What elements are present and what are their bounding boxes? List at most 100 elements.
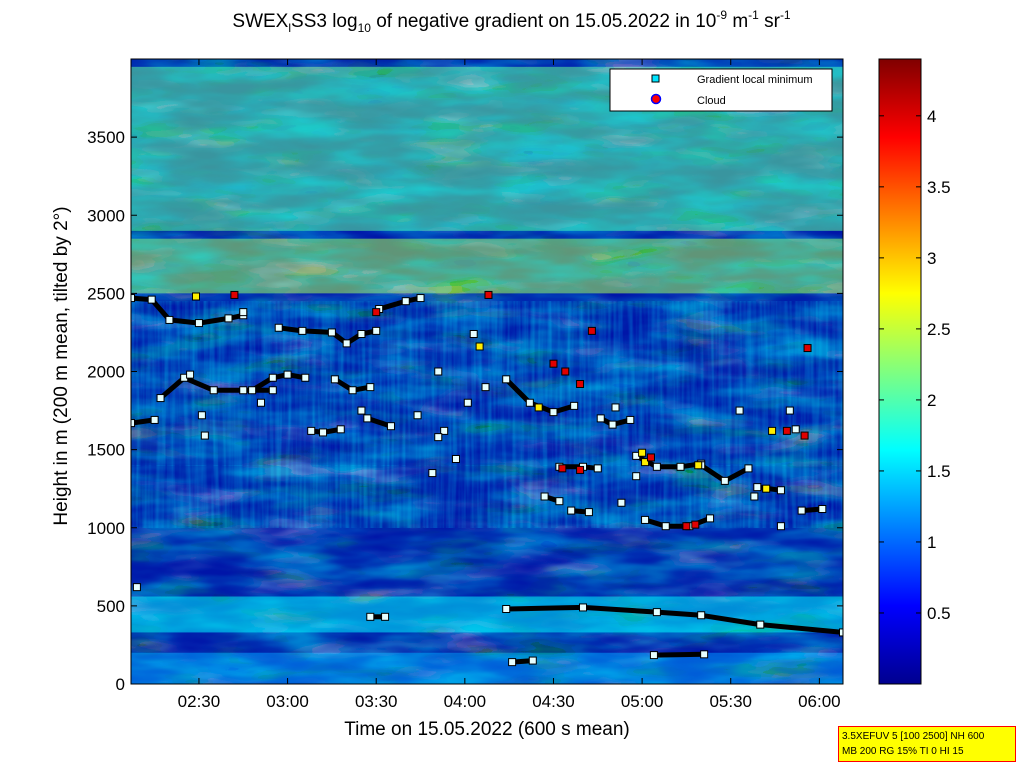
minimum-marker bbox=[274, 323, 283, 332]
cloud-marker bbox=[646, 453, 655, 462]
colorbar-tick-label: 4 bbox=[927, 107, 936, 126]
minimum-marker bbox=[469, 330, 478, 338]
minimum-marker bbox=[570, 401, 579, 410]
cloud-marker bbox=[558, 464, 567, 473]
minimum-marker bbox=[697, 611, 706, 620]
minimum-marker bbox=[540, 492, 549, 501]
minimum-marker bbox=[363, 414, 372, 423]
minimum-marker bbox=[720, 476, 729, 485]
gradient-minimum-trace bbox=[502, 603, 843, 637]
minimum-marker bbox=[579, 603, 588, 612]
x-tick-label: 04:00 bbox=[444, 692, 487, 711]
minimum-marker bbox=[239, 308, 248, 317]
trace-line bbox=[506, 604, 843, 635]
gradient-field bbox=[131, 59, 843, 684]
minimum-marker bbox=[366, 383, 375, 392]
info-line-1: 3.5XEFUV 5 [100 2500] NH 600 bbox=[842, 731, 985, 742]
x-tick-label: 02:30 bbox=[178, 692, 221, 711]
colorbar-tick-label: 3 bbox=[927, 249, 936, 268]
title-subscript: 10 bbox=[357, 21, 371, 35]
minimum-marker bbox=[549, 408, 558, 417]
colorbar-tick-label: 3.5 bbox=[927, 178, 951, 197]
minimum-marker bbox=[147, 295, 156, 304]
legend-box bbox=[609, 68, 833, 112]
minimum-marker bbox=[131, 294, 135, 303]
minimum-marker bbox=[268, 373, 277, 382]
y-tick-label: 500 bbox=[97, 597, 125, 616]
high-minimum-marker bbox=[534, 403, 543, 412]
minimum-marker bbox=[307, 426, 316, 435]
minimum-marker bbox=[785, 406, 794, 415]
title-part: of negative gradient on 15.05.2022 in 10 bbox=[370, 11, 717, 32]
minimum-marker bbox=[567, 506, 576, 515]
cloud-marker bbox=[682, 522, 691, 531]
minimum-marker bbox=[641, 515, 650, 524]
x-tick-label: 04:30 bbox=[532, 692, 575, 711]
high-minimum-marker bbox=[694, 461, 703, 470]
high-minimum-marker bbox=[762, 484, 771, 493]
title-superscript: -9 bbox=[716, 8, 728, 22]
cloud-marker bbox=[561, 367, 570, 376]
gradient-minimum-trace bbox=[649, 650, 709, 660]
minimum-marker bbox=[156, 394, 165, 403]
minimum-marker bbox=[401, 297, 410, 306]
minimum-marker bbox=[735, 406, 744, 415]
legend: Gradient local minimum Cloud bbox=[609, 68, 833, 112]
minimum-marker bbox=[209, 386, 218, 395]
minimum-marker bbox=[428, 469, 437, 478]
y-tick-label: 3000 bbox=[87, 206, 125, 225]
minimum-marker bbox=[753, 483, 762, 492]
minimum-marker bbox=[481, 383, 490, 392]
gradient-minimum-trace bbox=[363, 414, 395, 431]
colorbar-tick-label: 1.5 bbox=[927, 462, 951, 481]
cloud-marker bbox=[800, 431, 809, 440]
minimum-marker bbox=[525, 398, 534, 407]
legend-label-minimum: Gradient local minimum bbox=[697, 74, 813, 86]
minimum-marker bbox=[608, 420, 617, 429]
minimum-marker bbox=[132, 583, 141, 592]
minimum-marker bbox=[301, 373, 310, 382]
minimum-marker bbox=[700, 650, 709, 659]
gradient-minimum-trace bbox=[508, 656, 537, 667]
minimum-marker bbox=[626, 415, 635, 424]
minimum-marker bbox=[502, 605, 511, 613]
minimum-marker bbox=[611, 403, 620, 412]
gradient-minimum-trace bbox=[307, 425, 345, 437]
minimum-marker bbox=[224, 314, 233, 323]
x-axis-label: Time on 15.05.2022 (600 s mean) bbox=[344, 719, 630, 740]
cloud-marker bbox=[782, 426, 791, 435]
cloud-marker bbox=[372, 308, 381, 317]
minimum-marker bbox=[797, 506, 806, 515]
minimum-marker bbox=[366, 612, 375, 621]
minimum-marker bbox=[357, 406, 366, 415]
y-axis-label: Height in m (200 m mean, tilted by 2°) bbox=[51, 206, 72, 525]
minimum-marker bbox=[776, 522, 785, 531]
x-tick-label: 05:30 bbox=[709, 692, 752, 711]
title-part: SS3 log bbox=[291, 11, 358, 32]
cloud-marker bbox=[549, 359, 558, 368]
minimum-marker bbox=[165, 315, 174, 324]
cloud-marker bbox=[587, 326, 596, 335]
minimum-marker bbox=[555, 497, 564, 506]
cloud-marker bbox=[576, 465, 585, 474]
y-tick-label: 1500 bbox=[87, 441, 125, 460]
field-texture bbox=[131, 59, 843, 684]
y-tick-label: 2000 bbox=[87, 363, 125, 382]
minimum-marker bbox=[440, 426, 449, 435]
legend-label-cloud: Cloud bbox=[697, 95, 726, 107]
gradient-minimum-trace bbox=[366, 612, 390, 621]
gradient-minimum-trace bbox=[274, 323, 381, 348]
gradient-minimum-trace bbox=[248, 370, 310, 395]
y-tick-label: 0 bbox=[116, 675, 125, 694]
high-minimum-marker bbox=[638, 448, 647, 457]
minimum-marker bbox=[791, 425, 800, 434]
gradient-minimum-trace bbox=[596, 414, 635, 429]
minimum-marker bbox=[150, 415, 159, 424]
cloud-marker bbox=[803, 344, 812, 353]
minimum-marker bbox=[676, 462, 685, 471]
minimum-marker bbox=[756, 620, 765, 629]
minimum-marker bbox=[434, 367, 443, 376]
minimum-marker bbox=[319, 428, 328, 437]
y-tick-label: 3500 bbox=[87, 128, 125, 147]
